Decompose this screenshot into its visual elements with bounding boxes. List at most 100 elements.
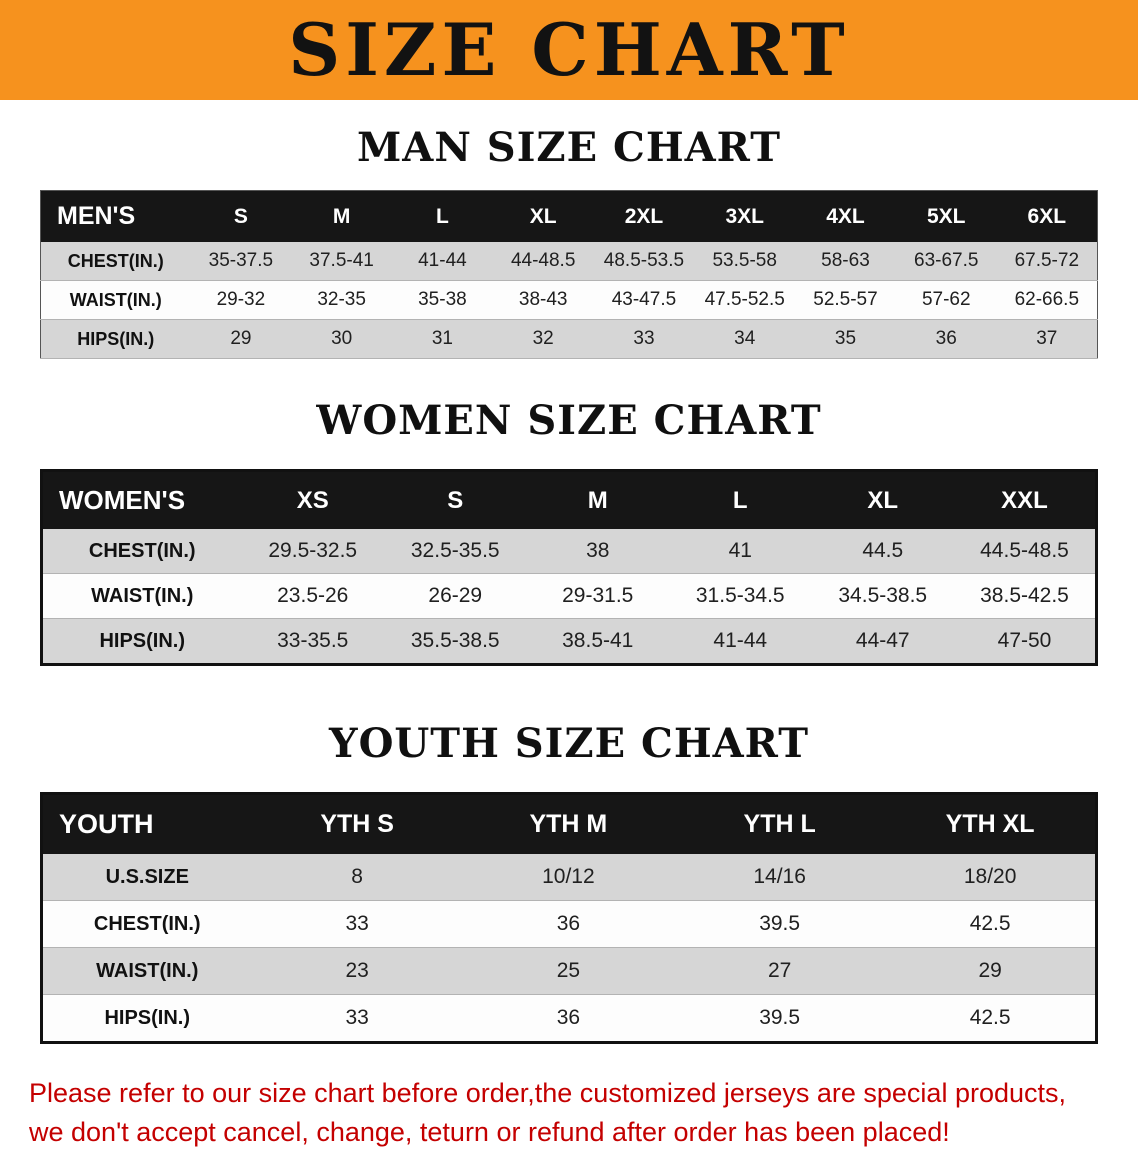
size-value-cell: 41-44 [713,629,768,652]
size-value-cell: 44-47 [855,629,910,652]
size-value-cell: 38 [586,539,610,562]
size-column-header: L [436,204,449,228]
table-row: WAIST(IN.) 29-32 32-35 35-38 38-43 43-47.5 47.… [40,280,1098,320]
size-column-header: 6XL [1027,204,1067,228]
row-label-cell: HIPS(IN.) [77,328,155,349]
size-column-header: XS [296,486,329,514]
row-label-cell: HIPS(IN.) [99,629,186,652]
row-label-cell: CHEST(IN.) [88,539,196,562]
women-size-table: WOMEN'S XS S M L XL XXL CHEST(IN.) 29.5-32.5 32.5… [40,469,1098,666]
size-column-header: S [447,486,464,514]
size-value-cell: 29 [230,328,252,349]
size-value-cell: 34.5-38.5 [838,584,928,607]
size-value-cell: 37 [1036,328,1058,349]
row-label-cell: CHEST(IN.) [67,250,164,271]
size-value-cell: 34 [734,328,756,349]
size-column-header: M [587,486,608,514]
size-value-cell: 36 [556,1006,581,1029]
table-title-cell: YOUTH [59,809,154,839]
size-value-cell: 39.5 [759,1006,801,1029]
size-value-cell: 57-62 [921,289,971,310]
size-value-cell: 36 [556,912,581,935]
table-row: HIPS(IN.) 29 30 31 32 33 34 35 36 37 [40,319,1098,359]
size-value-cell: 36 [935,328,957,349]
size-value-cell: 23.5-26 [277,584,349,607]
size-value-cell: 27 [767,959,792,982]
size-value-cell: 48.5-53.5 [603,250,685,271]
women-section: WOMEN SIZE CHART WOMEN'S XS S M L XL XXL CHEST(… [0,399,1138,666]
size-column-header: XL [529,204,557,228]
size-value-cell: 53.5-58 [712,250,777,271]
size-value-cell: 32-35 [317,289,366,310]
size-value-cell: 8 [351,865,363,888]
size-value-cell: 39.5 [759,912,801,935]
size-column-header: YTH M [529,810,608,838]
table-row: CHEST(IN.) 29.5-32.5 32.5-35.5 38 41 44.5 44.5… [41,529,1097,574]
size-value-cell: 31 [431,328,453,349]
table-header-row: MEN'S S M L XL 2XL 3XL 4XL 5XL 6XL [40,190,1098,242]
size-value-cell: 43-47.5 [611,289,677,310]
size-value-cell: 35-38 [418,289,467,310]
size-value-cell: 58-63 [821,250,870,271]
size-column-header: 2XL [624,204,664,228]
size-value-cell: 42.5 [969,912,1011,935]
row-label-cell: WAIST(IN.) [69,289,162,310]
youth-section: YOUTH SIZE CHART YOUTH YTH S YTH M YTH L YTH… [0,722,1138,1044]
size-value-cell: 35-37.5 [208,250,274,271]
size-value-cell: 10/12 [542,865,595,888]
men-size-table: MEN'S S M L XL 2XL 3XL 4XL 5XL 6XL CHEST(IN.) 35-37… [40,190,1098,359]
page-title: SIZE CHART [288,7,850,92]
size-value-cell: 38.5-42.5 [980,584,1069,607]
size-column-header: XXL [1001,486,1048,514]
size-value-cell: 33 [633,328,655,349]
size-value-cell: 25 [556,959,581,982]
size-value-cell: 32.5-35.5 [410,539,500,562]
size-value-cell: 29-31.5 [562,584,634,607]
size-value-cell: 44-48.5 [510,250,576,271]
row-label-cell: WAIST(IN.) [96,959,199,982]
size-column-header: M [332,204,351,228]
size-value-cell: 33-35.5 [277,629,349,652]
size-column-header: 3XL [725,204,764,228]
size-column-header: XL [867,486,899,514]
table-title-cell: WOMEN'S [59,485,186,515]
size-column-header: 4XL [826,204,865,228]
row-label-cell: WAIST(IN.) [91,584,194,607]
row-label-cell: CHEST(IN.) [93,912,201,935]
table-row: WAIST(IN.) 23 25 27 29 [41,947,1097,995]
disclaimer-line-2: we don't accept cancel, change, teturn o… [29,1117,950,1148]
disclaimer-line-1: Please refer to our size chart before or… [29,1078,1067,1108]
table-row: HIPS(IN.) 33-35.5 35.5-38.5 38.5-41 41-44 44-… [41,618,1097,665]
size-column-header: YTH L [743,810,816,838]
size-column-header: 5XL [926,204,966,228]
size-value-cell: 31.5-34.5 [695,584,785,607]
youth-section-heading: YOUTH SIZE CHART [329,720,809,767]
size-column-header: S [233,204,248,228]
row-label-cell: U.S.SIZE [105,865,189,888]
size-value-cell: 35 [834,328,857,349]
size-value-cell: 37.5-41 [309,250,374,271]
size-value-cell: 33 [345,912,369,935]
size-value-cell: 41 [728,539,752,562]
size-column-header: YTH S [320,810,394,838]
size-value-cell: 33 [345,1006,369,1029]
size-value-cell: 26-29 [428,584,483,607]
row-label-cell: HIPS(IN.) [104,1006,191,1029]
banner: SIZE CHART [0,0,1138,100]
size-value-cell: 29-32 [216,289,266,310]
table-header-row: WOMEN'S XS S M L XL XXL [41,470,1097,529]
women-section-heading: WOMEN SIZE CHART [316,397,822,444]
table-row: U.S.SIZE 8 10/12 14/16 18/20 [41,854,1097,901]
size-value-cell: 23 [345,959,369,982]
men-section-heading: MAN SIZE CHART [357,124,781,171]
table-header-row: YOUTH YTH S YTH M YTH L YTH XL [41,793,1097,854]
size-column-header: YTH XL [945,810,1035,838]
table-row: HIPS(IN.) 33 36 39.5 42.5 [41,994,1097,1043]
table-row: WAIST(IN.) 23.5-26 26-29 29-31.5 31.5-34.5 34… [41,573,1097,619]
size-value-cell: 47-50 [997,629,1052,652]
disclaimer-note: Please refer to our size chart before or… [29,1074,1109,1152]
size-value-cell: 44.5-48.5 [980,539,1069,562]
size-value-cell: 18/20 [963,865,1017,888]
table-row: CHEST(IN.) 35-37.5 37.5-41 41-44 44-48.5 48.5… [40,242,1098,281]
